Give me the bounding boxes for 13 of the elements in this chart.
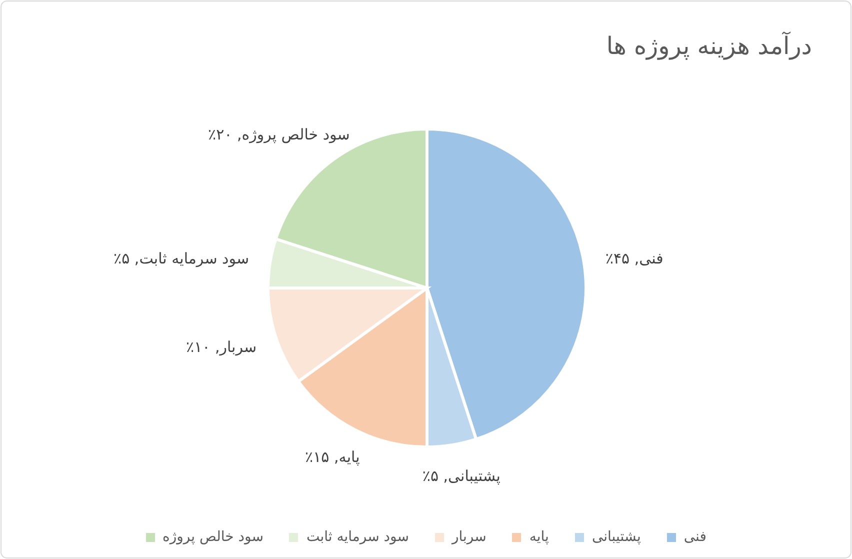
chart-title: درآمد هزینه پروژه ها (606, 32, 812, 60)
data-label: سربار, ۱۰٪ (186, 338, 257, 356)
data-label: سود خالص پروژه, ۲۰٪ (208, 125, 350, 144)
data-label: پشتیبانی, ۵٪ (422, 466, 500, 485)
legend-label: پایه (529, 529, 549, 545)
data-label: پایه, ۱۵٪ (305, 448, 360, 466)
legend-label: سود خالص پروژه (162, 529, 264, 545)
legend-label: فنی (684, 529, 706, 545)
legend-label: سود سرمایه ثابت (306, 529, 409, 545)
data-label: سود سرمایه ثابت, ۵٪ (114, 249, 250, 268)
legend-label: پشتیبانی (592, 529, 641, 545)
legend-label: سربار (452, 529, 486, 545)
data-label: فنی, ۴۵٪ (605, 249, 664, 268)
